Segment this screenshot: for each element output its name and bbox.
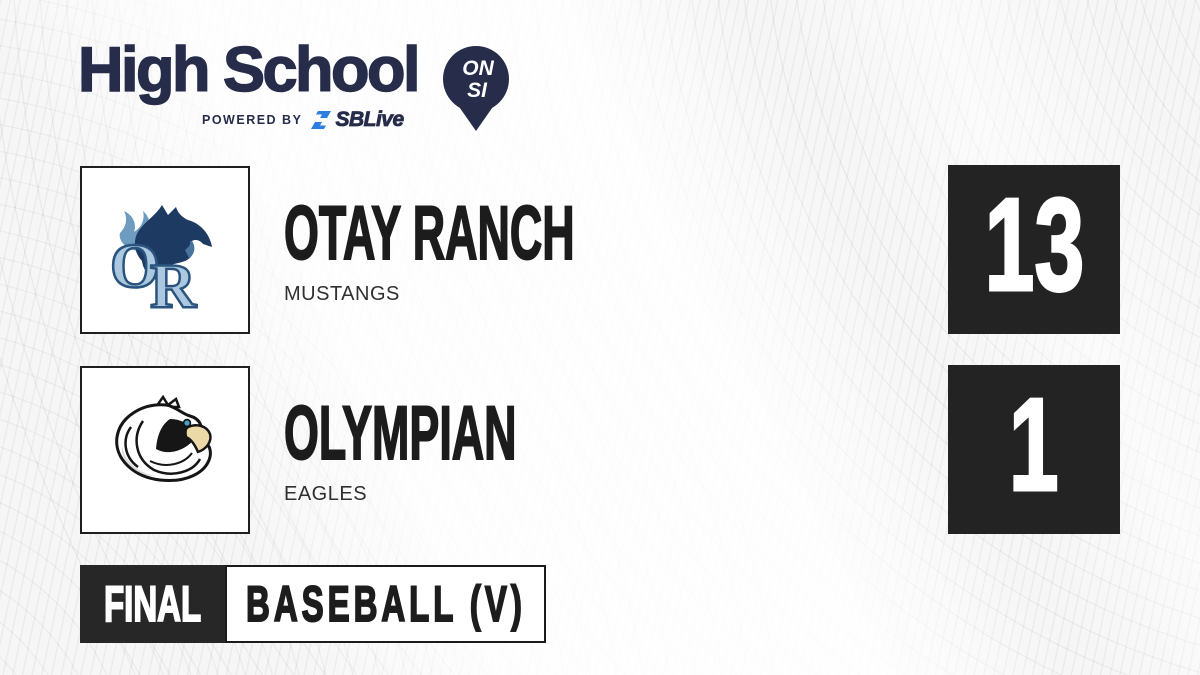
pin-text-si: SI xyxy=(467,79,488,102)
on-si-pin-icon: ON SI xyxy=(443,46,509,131)
score-box-home: 13 xyxy=(948,165,1120,334)
sblive-logo: SBLive xyxy=(310,108,405,132)
team-mascot-home: MUSTANGS xyxy=(284,283,400,305)
olympian-eagles-logo xyxy=(115,394,212,483)
team-row-home: O R OTAY RANCH MUSTANGS xyxy=(80,166,777,334)
team-mascot-away: EAGLES xyxy=(284,483,368,505)
event-label: BASEBALL (V) xyxy=(245,576,526,632)
brand-title: High School xyxy=(77,35,421,105)
svg-text:R: R xyxy=(150,250,197,317)
team-row-away: OLYMPIAN EAGLES xyxy=(80,366,678,534)
brand-header: High School ON SI POWERED BY SBLive xyxy=(77,38,538,144)
team-logo-box-home: O R xyxy=(80,166,250,334)
status-label: FINAL xyxy=(103,576,202,632)
score-value-home: 13 xyxy=(983,170,1085,318)
event-label-box: BASEBALL (V) xyxy=(225,565,546,643)
sblive-wordmark: SBLive xyxy=(335,108,405,132)
pin-text-on: ON xyxy=(462,57,494,80)
score-value-away: 1 xyxy=(1008,370,1060,518)
team-text-home: OTAY RANCH MUSTANGS xyxy=(283,166,777,334)
powered-by-label: POWERED BY xyxy=(202,113,303,127)
otay-ranch-mustangs-logo: O R xyxy=(109,205,212,317)
status-badge: FINAL xyxy=(80,565,225,643)
team-name-away: OLYMPIAN xyxy=(283,391,517,476)
team-text-away: OLYMPIAN EAGLES xyxy=(283,366,678,534)
powered-by-row: POWERED BY SBLive xyxy=(202,108,405,132)
score-box-away: 1 xyxy=(948,365,1120,534)
sblive-bolt-icon xyxy=(311,111,332,129)
team-name-home: OTAY RANCH xyxy=(283,191,575,276)
team-logo-box-away xyxy=(80,366,250,534)
game-status-bar: FINAL BASEBALL (V) xyxy=(80,565,546,643)
